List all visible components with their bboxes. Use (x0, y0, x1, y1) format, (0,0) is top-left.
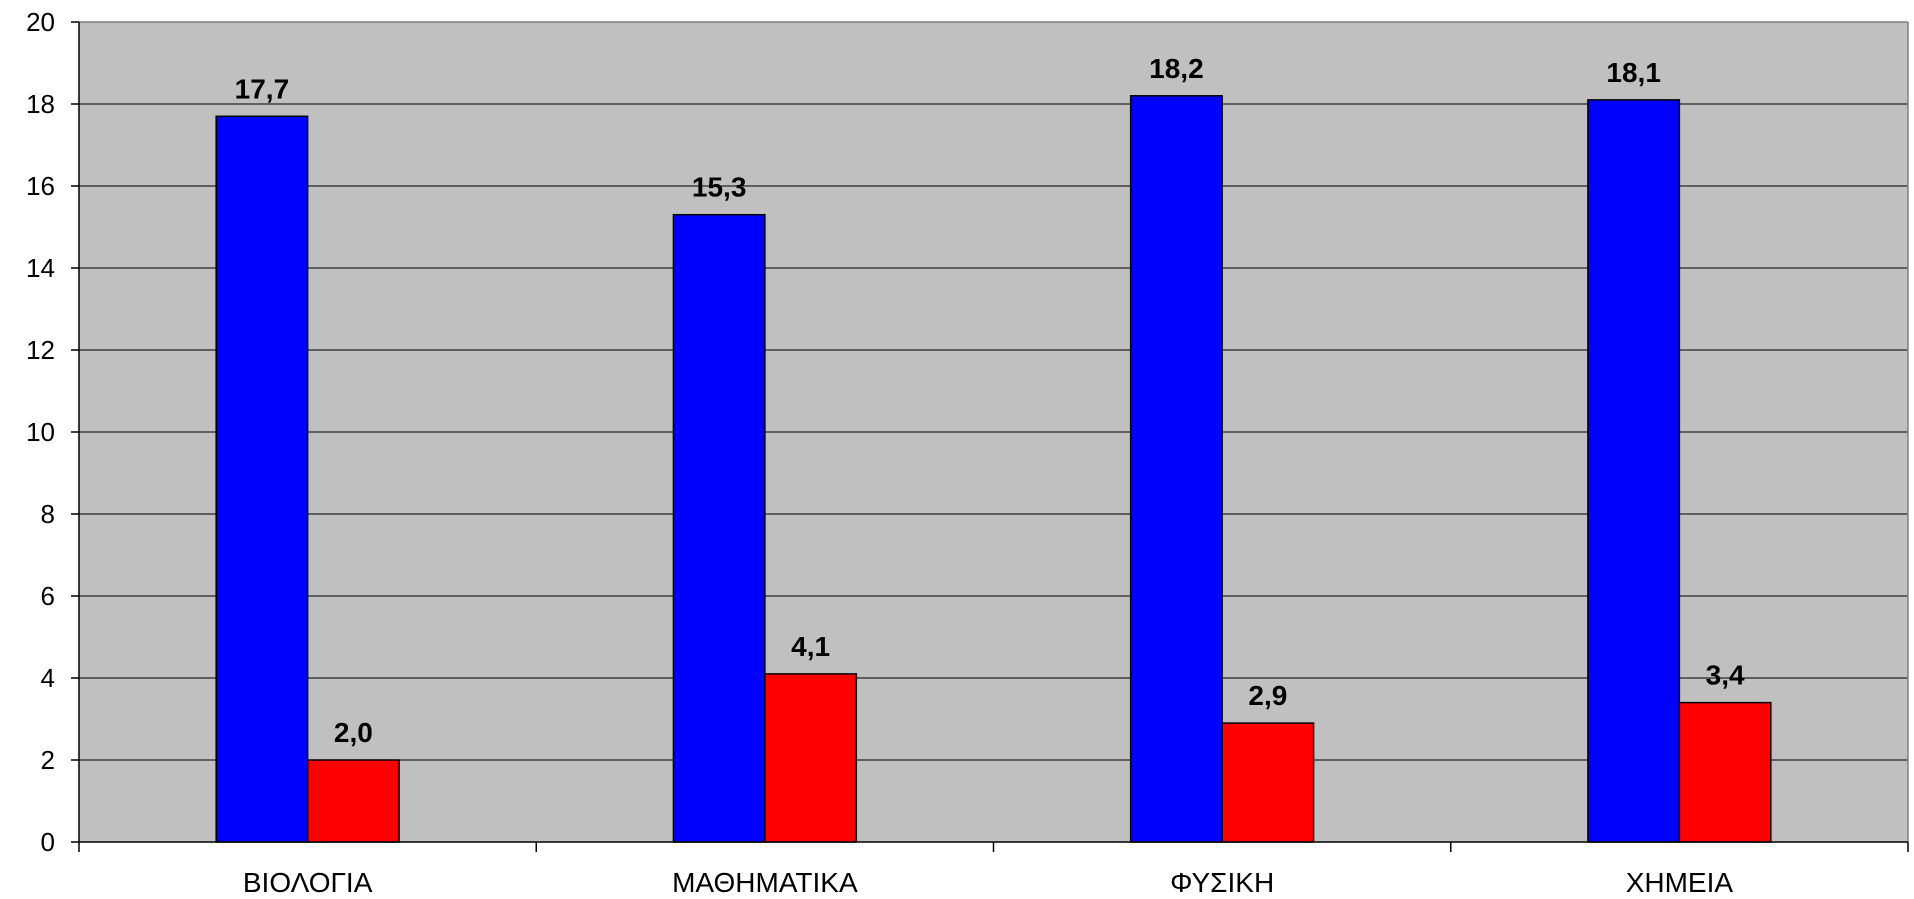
bar (306, 759, 400, 843)
y-tick-label: 6 (41, 581, 55, 611)
y-tick-label: 18 (26, 89, 55, 119)
bar (672, 213, 766, 843)
y-tick-label: 0 (41, 827, 55, 857)
bar (1221, 722, 1315, 843)
bar (1678, 701, 1772, 843)
y-tick-label: 12 (26, 335, 55, 365)
data-label: 18,2 (1149, 53, 1204, 84)
data-label: 2,0 (334, 717, 373, 748)
bars (215, 95, 1772, 843)
data-label: 17,7 (235, 73, 290, 104)
x-category-label: ΒΙΟΛΟΓΙΑ (243, 867, 373, 898)
data-label: 3,4 (1706, 660, 1745, 691)
y-tick-label: 20 (26, 7, 55, 37)
y-tick-label: 10 (26, 417, 55, 447)
y-tick-label: 16 (26, 171, 55, 201)
x-category-label: ΦΥΣΙΚΗ (1170, 867, 1274, 898)
x-category-label: ΧΗΜΕΙΑ (1626, 867, 1734, 898)
data-label: 18,1 (1606, 57, 1661, 88)
data-label: 15,3 (692, 172, 747, 203)
y-tick-label: 4 (41, 663, 55, 693)
axes (71, 21, 1909, 852)
bar (215, 115, 309, 843)
data-label: 2,9 (1248, 680, 1287, 711)
bar (764, 673, 858, 843)
x-category-label: ΜΑΘΗΜΑΤΙΚΑ (672, 867, 858, 898)
y-tick-label: 2 (41, 745, 55, 775)
y-tick-label: 8 (41, 499, 55, 529)
labels: 0 2 4 6 8 10 12 14 16 18 20 ΒΙΟΛΟΓΙΑ 17,7 2,0 ΜΑΘΗΜΑΤΙ… (26, 7, 1745, 898)
bar (1587, 99, 1681, 843)
data-label: 4,1 (791, 631, 830, 662)
y-tick-label: 14 (26, 253, 55, 283)
bar (1129, 95, 1223, 843)
